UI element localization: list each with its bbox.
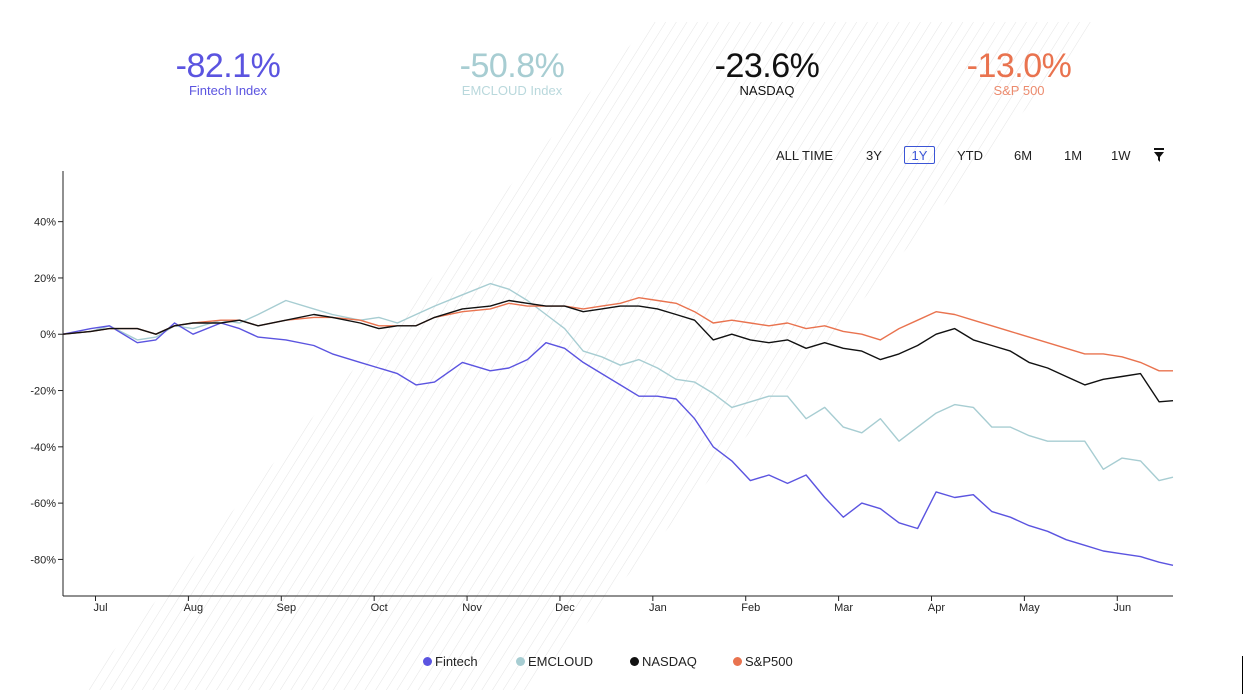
stat-nasdaq: -23.6% NASDAQ bbox=[647, 48, 887, 98]
legend-item-nasdaq[interactable]: NASDAQ bbox=[630, 654, 697, 669]
stat-value: -82.1% bbox=[175, 47, 281, 85]
series-line-nasdaq bbox=[62, 299, 1174, 403]
stat-s-p-500: -13.0% S&P 500 bbox=[899, 48, 1139, 98]
legend-dot bbox=[733, 657, 742, 666]
hatched-background bbox=[80, 22, 1100, 690]
y-tick-label: 0% bbox=[40, 329, 56, 341]
funnel-icon[interactable] bbox=[1152, 147, 1166, 163]
stat-value: -50.8% bbox=[459, 47, 565, 85]
legend-label: S&P500 bbox=[745, 654, 793, 669]
chart-series bbox=[62, 282, 1174, 566]
range-all-time-button[interactable]: ALL TIME bbox=[776, 148, 834, 163]
y-tick-label: -80% bbox=[30, 554, 56, 566]
legend-item-sp500[interactable]: S&P500 bbox=[733, 654, 793, 669]
chart-legend: Fintech EMCLOUD NASDAQ S&P500 bbox=[0, 654, 1244, 670]
y-tick-label: -40% bbox=[30, 442, 56, 454]
stat-label: Fintech Index bbox=[188, 83, 268, 98]
range-1m-button[interactable]: 1M bbox=[1064, 148, 1083, 163]
range-1y-button[interactable]: 1Y bbox=[904, 146, 935, 164]
y-tick-label: -20% bbox=[30, 386, 56, 398]
series-line-fintech bbox=[62, 322, 1174, 566]
stat-label: NASDAQ bbox=[739, 83, 795, 98]
chart-axes: 40% 20% 0% -20% -40% -60% -80% Jul Aug Sep Oct Nov D… bbox=[30, 171, 1173, 614]
text-cursor bbox=[1242, 656, 1243, 694]
legend-label: Fintech bbox=[435, 654, 478, 669]
range-1w-button[interactable]: 1W bbox=[1111, 148, 1131, 163]
stat-emcloud-index: -50.8% EMCLOUD Index bbox=[392, 48, 632, 98]
stat-value: -13.0% bbox=[966, 47, 1072, 85]
x-tick-label: Mar bbox=[834, 602, 853, 614]
x-tick-label: Jan bbox=[649, 602, 667, 614]
range-3y-button[interactable]: 3Y bbox=[866, 148, 882, 163]
stat-label: S&P 500 bbox=[993, 83, 1045, 98]
legend-dot bbox=[516, 657, 525, 666]
y-tick-label: 20% bbox=[34, 273, 56, 285]
legend-item-fintech[interactable]: Fintech bbox=[423, 654, 478, 669]
x-tick-label: Apr bbox=[928, 602, 945, 614]
legend-item-emcloud[interactable]: EMCLOUD bbox=[516, 654, 593, 669]
legend-dot bbox=[630, 657, 639, 666]
x-tick-label: Dec bbox=[555, 602, 575, 614]
series-line-emcloud bbox=[62, 282, 1174, 482]
range-6m-button[interactable]: 6M bbox=[1014, 148, 1033, 163]
x-tick-label: Nov bbox=[462, 602, 482, 614]
x-tick-label: Sep bbox=[276, 602, 296, 614]
x-tick-label: Aug bbox=[184, 602, 204, 614]
legend-dot bbox=[423, 657, 432, 666]
y-tick-label: 40% bbox=[34, 217, 56, 229]
stat-value: -23.6% bbox=[714, 47, 820, 85]
x-tick-label: Feb bbox=[741, 602, 760, 614]
legend-label: NASDAQ bbox=[642, 654, 697, 669]
x-tick-label: Jun bbox=[1113, 602, 1131, 614]
legend-label: EMCLOUD bbox=[528, 654, 594, 669]
x-tick-label: May bbox=[1019, 602, 1040, 614]
time-range-selector: ALL TIME 3Y 1Y YTD 6M 1M 1W bbox=[770, 146, 1170, 166]
stat-label: EMCLOUD Index bbox=[461, 83, 563, 98]
x-tick-label: Jul bbox=[93, 602, 107, 614]
stat-fintech-index: -82.1% Fintech Index bbox=[108, 48, 348, 98]
x-tick-label: Oct bbox=[371, 602, 388, 614]
range-ytd-button[interactable]: YTD bbox=[957, 148, 983, 163]
y-tick-label: -60% bbox=[30, 498, 56, 510]
